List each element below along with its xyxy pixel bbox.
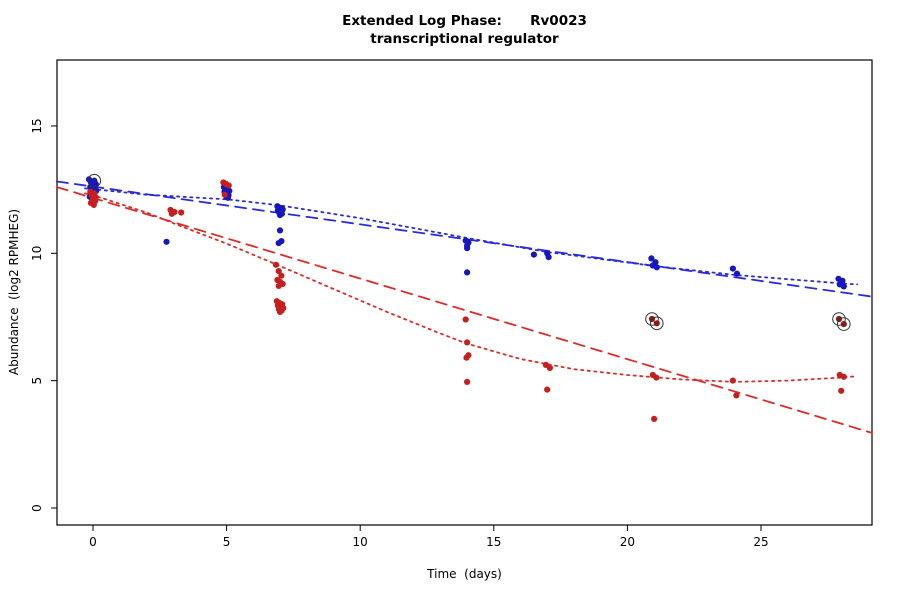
red-condition-point: [90, 201, 97, 208]
red-condition-point: [276, 308, 284, 315]
blue-smooth-fit: [84, 187, 859, 286]
x-tick-label: 5: [223, 535, 231, 549]
red-linear-fit: [56, 186, 873, 434]
blue-condition-point: [163, 238, 170, 245]
x-tick-label: 0: [89, 535, 97, 549]
red-condition-point: [462, 316, 469, 323]
outlier-ring: [832, 312, 846, 326]
outlier-point: [835, 315, 843, 323]
blue-condition-point: [729, 265, 737, 272]
red-condition-point: [221, 191, 228, 198]
x-tick-label: 15: [486, 535, 501, 549]
x-tick-label: 20: [620, 535, 635, 549]
outlier-ring: [645, 312, 659, 326]
blue-condition-point: [648, 255, 655, 262]
blue-condition-point: [464, 269, 471, 276]
blue-condition-point: [545, 254, 552, 261]
red-condition-point: [840, 373, 847, 380]
chart-title: Extended Log Phase: Rv0023 transcription…: [57, 12, 872, 48]
red-condition-point: [168, 210, 175, 217]
plot-box: [56, 59, 873, 526]
blue-condition-point: [653, 264, 660, 271]
y-tick-label: 0: [30, 504, 44, 512]
blue-linear-fit: [56, 180, 873, 298]
red-condition-point: [278, 272, 285, 279]
red-condition-point: [729, 377, 737, 384]
blue-condition-point: [276, 212, 284, 219]
blue-condition-point: [464, 245, 471, 252]
outlier-point: [840, 321, 847, 328]
outlier-ring: [87, 173, 102, 188]
red-condition-point: [653, 374, 660, 381]
blue-condition-point: [530, 251, 538, 258]
blue-condition-point: [276, 227, 284, 234]
outlier-ring: [650, 316, 664, 331]
red-condition-point: [546, 364, 554, 371]
outlier-ring: [837, 317, 851, 331]
red-smooth-fit: [84, 192, 859, 383]
red-condition-point: [275, 268, 282, 275]
red-condition-point: [272, 261, 280, 268]
red-condition-point: [178, 209, 185, 216]
red-condition-point: [225, 182, 232, 189]
red-condition-point: [464, 378, 471, 385]
y-tick-label: 15: [30, 118, 44, 133]
red-condition-point: [838, 387, 845, 394]
chart-title-line2: transcriptional regulator: [370, 31, 559, 47]
red-condition-point: [544, 386, 551, 393]
outlier-point: [91, 177, 98, 184]
x-tick-label: 10: [353, 535, 368, 549]
red-condition-point: [733, 392, 740, 399]
x-tick-label: 25: [753, 535, 768, 549]
blue-condition-point: [840, 283, 847, 290]
red-condition-point: [464, 339, 471, 346]
chart-title-line1: Extended Log Phase: Rv0023: [342, 13, 587, 29]
y-tick-label: 10: [30, 246, 44, 261]
y-tick-label: 5: [30, 377, 44, 385]
red-condition-point: [651, 415, 658, 422]
outlier-point: [653, 320, 660, 327]
red-condition-point: [463, 354, 470, 361]
blue-condition-point: [733, 270, 741, 277]
x-axis-label: Time (days): [427, 567, 502, 581]
red-condition-point: [275, 282, 282, 289]
y-axis-label: Abundance (log2 RPMHEG): [7, 208, 21, 376]
blue-condition-point: [275, 240, 282, 247]
